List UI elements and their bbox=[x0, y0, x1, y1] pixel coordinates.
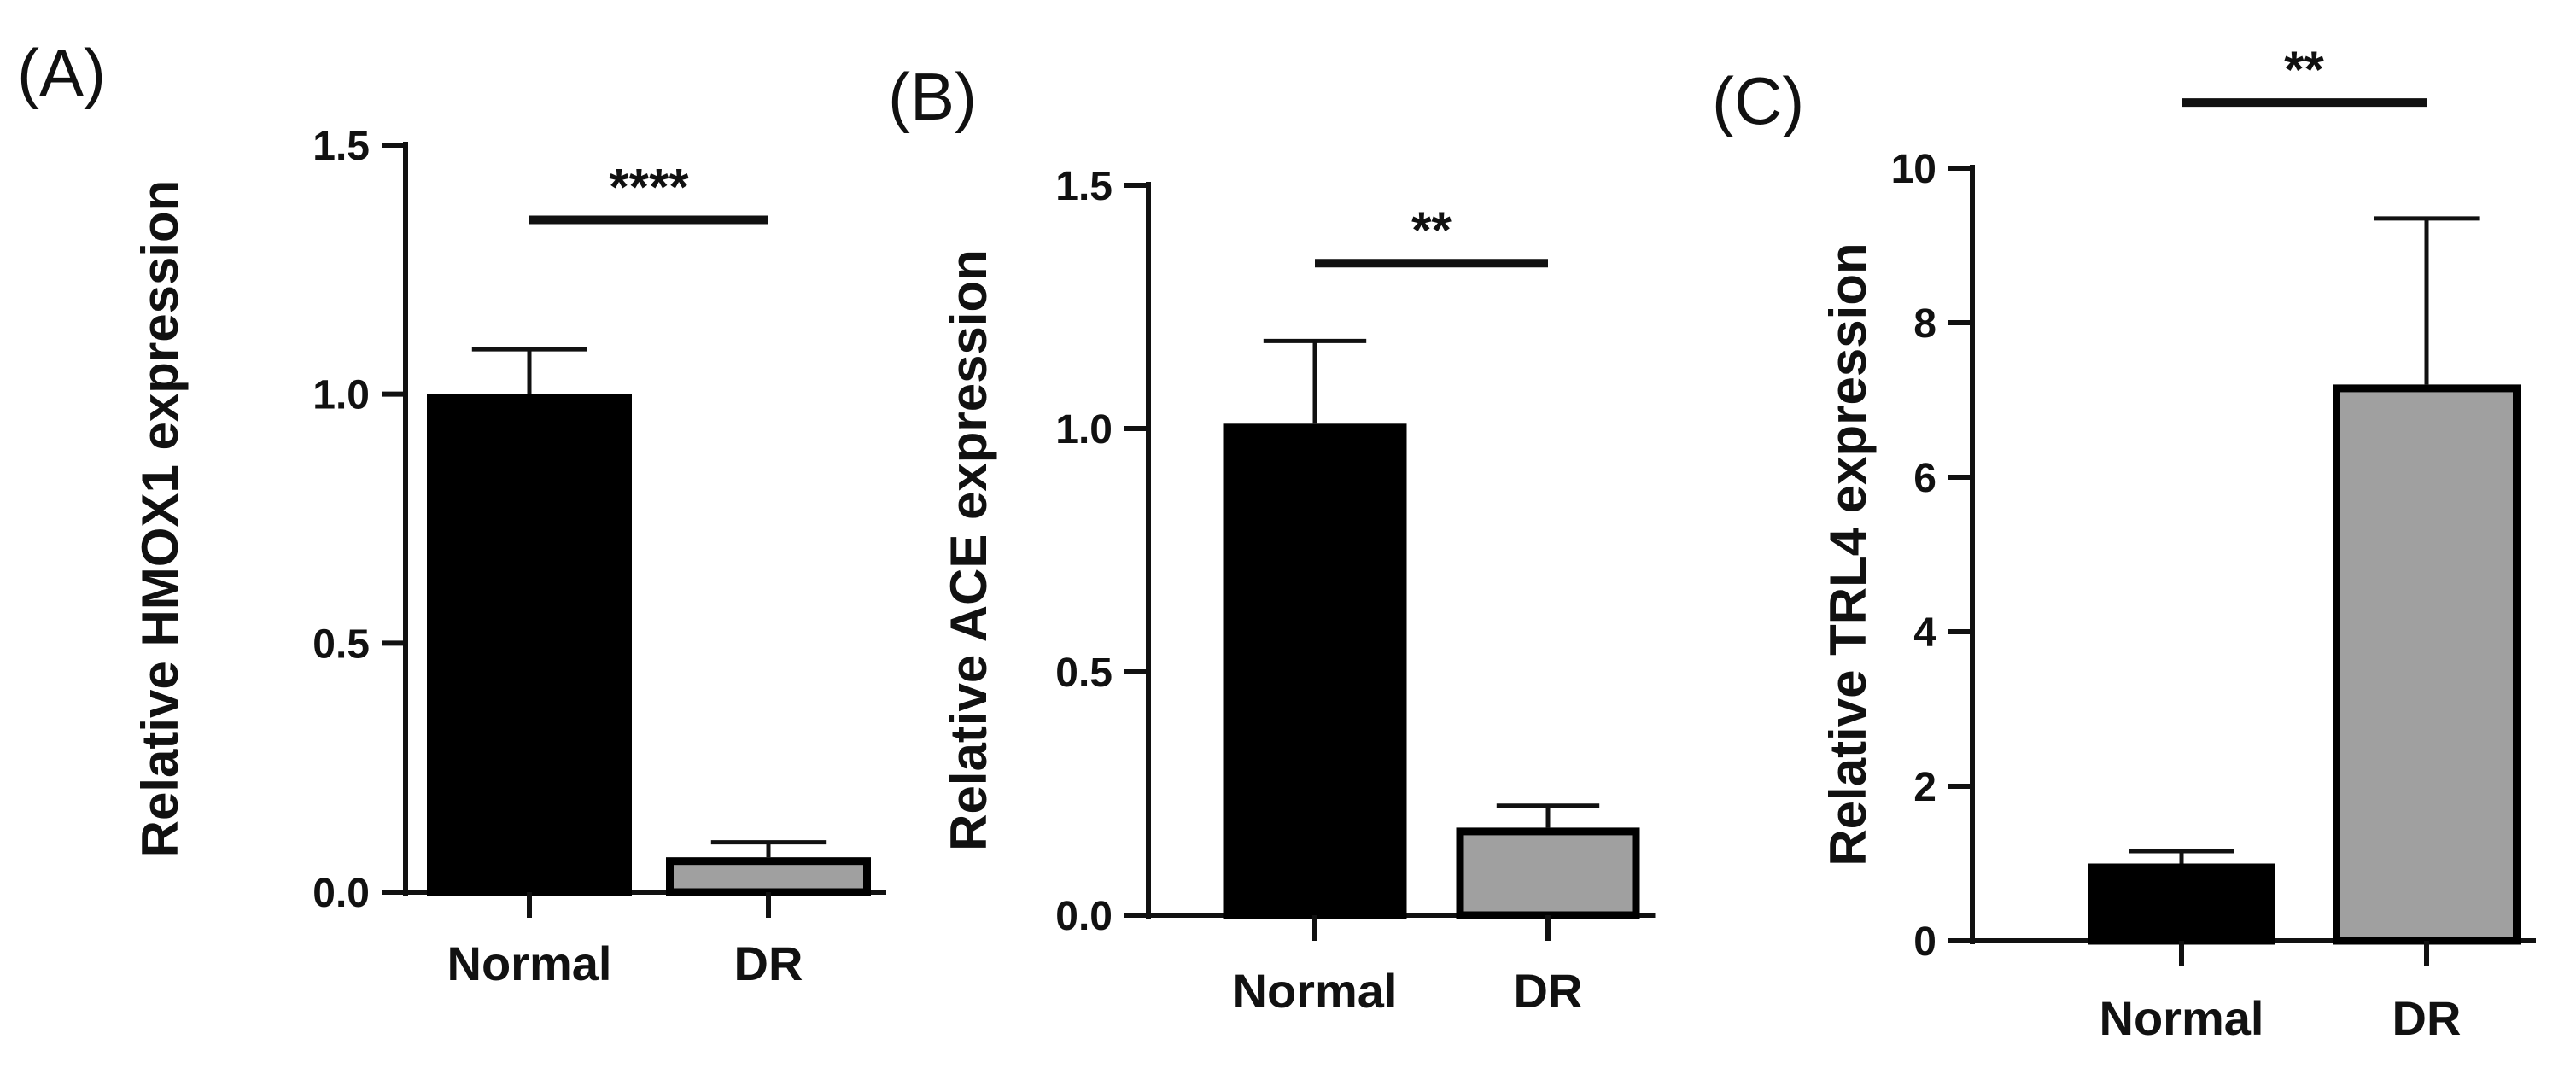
x-tick-label-normal: Normal bbox=[447, 937, 612, 990]
x-tick-label-dr: DR bbox=[1514, 964, 1583, 1018]
x-tick-label-normal: Normal bbox=[1233, 964, 1398, 1018]
y-tick-label: 0 bbox=[1913, 919, 1936, 965]
y-tick-label: 4 bbox=[1913, 610, 1936, 656]
y-tick-label: 1.5 bbox=[1055, 164, 1113, 209]
y-tick-label: 0.5 bbox=[1055, 651, 1113, 696]
y-tick-label: 0.0 bbox=[1055, 894, 1113, 939]
bar-dr bbox=[2333, 384, 2521, 945]
bar-normal bbox=[2088, 863, 2275, 945]
significance-label: ** bbox=[1411, 201, 1452, 259]
significance-label: ** bbox=[2284, 41, 2324, 98]
y-axis-label: Relative ACE expression bbox=[940, 249, 997, 851]
y-tick-label: 1.0 bbox=[1055, 407, 1113, 452]
panel-letter: (B) bbox=[888, 59, 977, 134]
panel-3: (C) Relative TRL4 expression 0 2 4 6 8 10 Normal… bbox=[1712, 41, 2536, 1045]
x-tick-label-dr: DR bbox=[734, 937, 803, 990]
bar-dr bbox=[666, 857, 871, 896]
x-tick-label-normal: Normal bbox=[2100, 991, 2264, 1045]
panel-letter: (A) bbox=[17, 35, 106, 110]
y-tick-label: 1.5 bbox=[313, 124, 370, 169]
bar-dr bbox=[1456, 827, 1640, 919]
panel-2: (B) Relative ACE expression 0.0 0.5 1.0 1.5 No… bbox=[888, 59, 1656, 1018]
y-tick-label: 6 bbox=[1913, 456, 1936, 501]
y-tick-label: 8 bbox=[1913, 301, 1936, 347]
y-tick-label: 10 bbox=[1891, 147, 1936, 192]
y-tick-label: 0.0 bbox=[313, 871, 370, 916]
panel-1: (A) Relative HMOX1 expression 0.0 0.5 1.0 1.5… bbox=[17, 35, 886, 990]
bar-normal bbox=[427, 394, 632, 896]
y-tick-label: 0.5 bbox=[313, 622, 370, 667]
y-axis-label: Relative TRL4 expression bbox=[1820, 242, 1877, 866]
significance-label: **** bbox=[609, 159, 689, 216]
y-tick-label: 2 bbox=[1913, 765, 1936, 810]
x-tick-label-dr: DR bbox=[2392, 991, 2462, 1045]
bar-normal bbox=[1223, 423, 1407, 919]
panel-letter: (C) bbox=[1712, 63, 1804, 138]
y-axis-label: Relative HMOX1 expression bbox=[131, 180, 189, 858]
y-tick-label: 1.0 bbox=[313, 373, 370, 418]
